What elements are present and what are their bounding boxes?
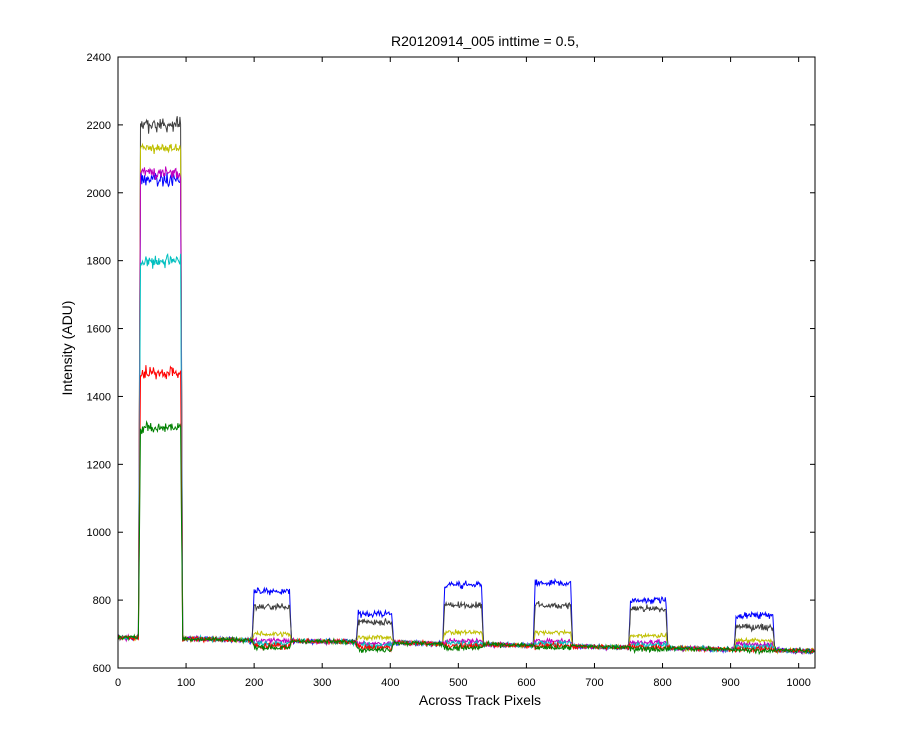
plot-area (117, 116, 815, 656)
y-axis-label: Intensity (ADU) (59, 301, 75, 396)
axis-ticks: 0 100 200 300 400 500 600 700 800 900 1000 600 800 10… (87, 52, 815, 689)
x-axis-label: Across Track Pixels (419, 692, 541, 708)
axes-box (117, 56, 816, 669)
x-tick-label: 1000 (786, 677, 810, 689)
x-tick-label: 600 (517, 677, 535, 689)
y-tick-label: 1800 (87, 256, 111, 268)
y-tick-label: 1400 (87, 391, 111, 403)
x-tick-label: 300 (313, 677, 331, 689)
x-tick-label: 700 (585, 677, 603, 689)
y-tick-label: 1200 (87, 459, 111, 471)
y-tick-label: 800 (93, 595, 111, 607)
x-tick-label: 900 (721, 677, 739, 689)
series-line (117, 419, 815, 656)
x-tick-label: 800 (653, 677, 671, 689)
y-tick-label: 1600 (87, 324, 111, 336)
y-tick-label: 2400 (87, 52, 111, 64)
y-tick-label: 600 (93, 663, 111, 675)
x-tick-label: 100 (177, 677, 195, 689)
y-tick-label: 2200 (87, 120, 111, 132)
x-tick-label: 400 (381, 677, 399, 689)
x-tick-label: 0 (115, 677, 121, 689)
x-tick-label: 500 (449, 677, 467, 689)
chart-title: R20120914_005 inttime = 0.5, (391, 33, 579, 49)
x-tick-label: 200 (245, 677, 263, 689)
y-tick-label: 2000 (87, 188, 111, 200)
y-tick-label: 1000 (87, 527, 111, 539)
